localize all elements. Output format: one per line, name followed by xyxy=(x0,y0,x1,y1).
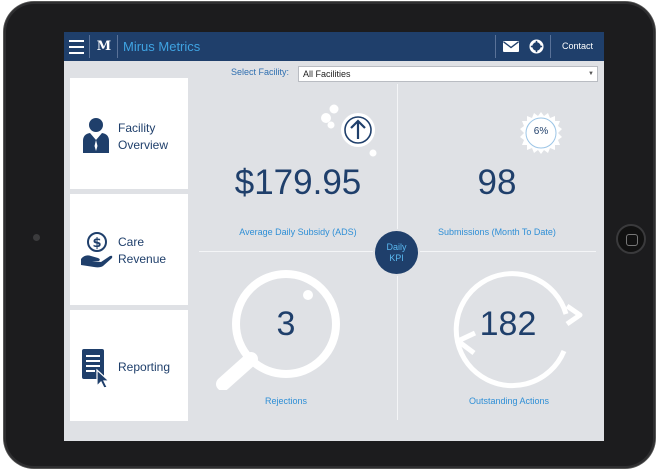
menu-icon[interactable] xyxy=(66,35,88,58)
submissions-value: 98 xyxy=(477,163,517,202)
camera-dot xyxy=(33,234,40,241)
person-icon xyxy=(83,118,109,153)
submissions-badge: 6% xyxy=(533,126,549,137)
submissions-label: Submissions (Month To Date) xyxy=(438,227,556,237)
badge-icon xyxy=(520,112,562,154)
magnifier-icon xyxy=(216,270,340,390)
svg-text:$: $ xyxy=(92,236,101,251)
ads-label: Average Daily Subsidy (ADS) xyxy=(239,227,357,237)
chevron-down-icon: ▼ xyxy=(588,71,594,77)
divider xyxy=(550,35,551,58)
sidebar-item-label: Reporting xyxy=(118,360,171,374)
refresh-icon xyxy=(453,271,583,389)
sidebar-item-reporting[interactable]: Reporting xyxy=(70,310,188,421)
divider xyxy=(89,35,90,58)
divider xyxy=(495,35,496,58)
outstanding-value: 182 xyxy=(479,305,537,343)
app-screen: M Mirus Metrics Contact Select Facility:… xyxy=(64,32,604,441)
ads-value: $179.95 xyxy=(234,163,362,202)
dollar-hand-icon: $ xyxy=(81,232,113,268)
contact-link[interactable]: Contact xyxy=(562,41,594,51)
top-bar: M Mirus Metrics Contact xyxy=(64,32,604,61)
sidebar-item-facility-overview[interactable]: Facility Overview xyxy=(70,78,188,189)
sidebar-item-label: Care Revenue xyxy=(118,235,167,266)
home-button[interactable] xyxy=(616,224,646,254)
rejections-label: Rejections xyxy=(264,396,308,406)
tablet-frame: M Mirus Metrics Contact Select Facility:… xyxy=(4,2,655,468)
app-title: Mirus Metrics xyxy=(123,39,201,54)
facility-select[interactable]: All Facilities ▼ xyxy=(298,66,598,82)
lifebuoy-icon[interactable] xyxy=(529,39,544,54)
trend-up-icon xyxy=(321,104,377,157)
sidebar-item-label: Facility Overview xyxy=(118,121,169,152)
document-cursor-icon xyxy=(82,349,111,388)
outstanding-label: Outstanding Actions xyxy=(468,396,550,406)
sidebar-item-care-revenue[interactable]: $ Care Revenue xyxy=(70,194,188,305)
facility-select-value: All Facilities xyxy=(303,69,351,79)
mail-icon[interactable] xyxy=(503,41,519,52)
divider xyxy=(117,35,118,58)
facility-filter-label: Select Facility: xyxy=(231,67,290,77)
logo: M xyxy=(96,39,112,54)
daily-kpi-badge: Daily KPI xyxy=(375,231,418,274)
rejections-value: 3 xyxy=(276,305,296,343)
